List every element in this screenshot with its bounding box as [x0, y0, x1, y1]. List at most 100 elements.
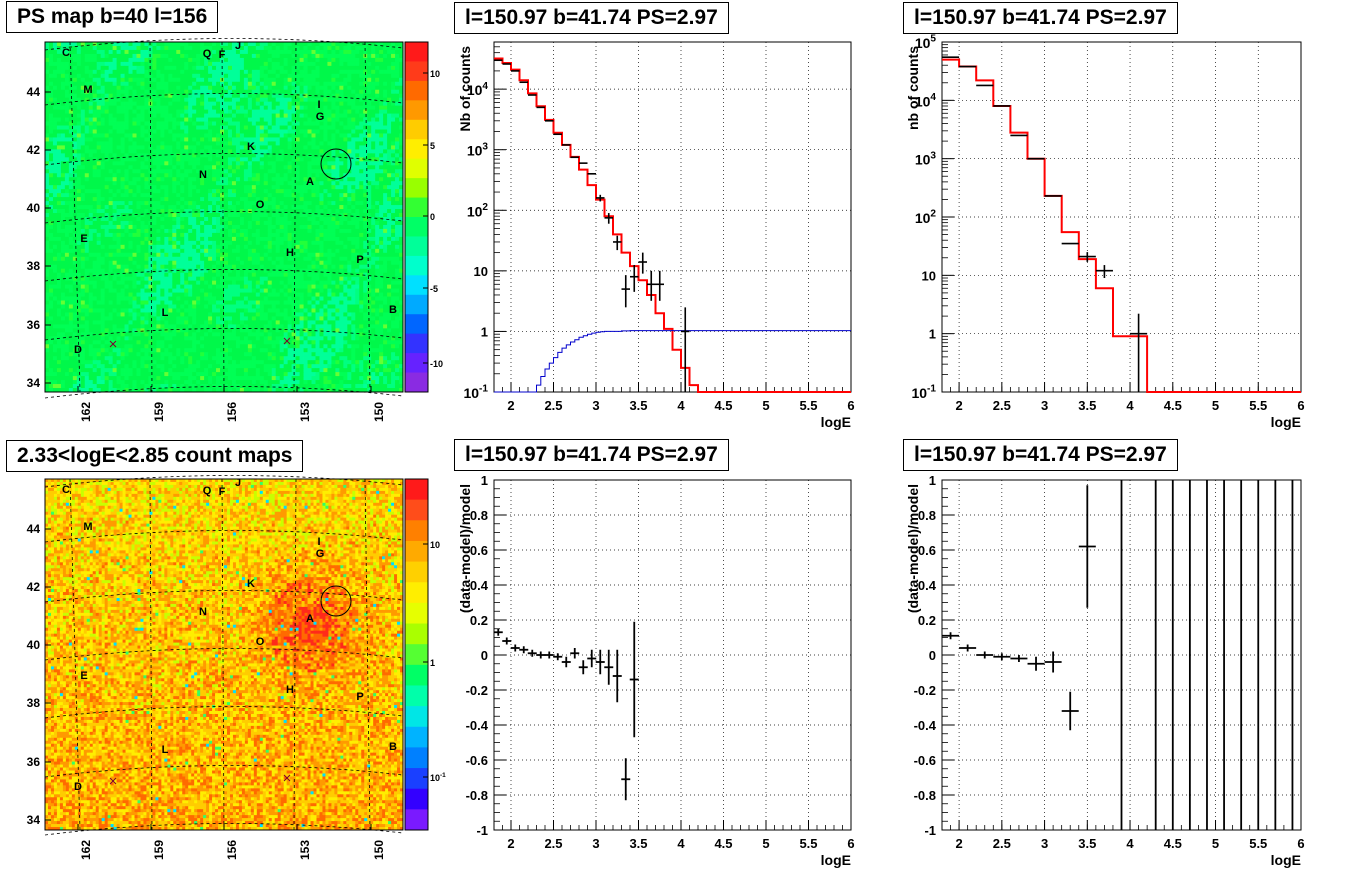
- map-y-tick-label: 44: [27, 522, 41, 536]
- data-point: [630, 264, 639, 292]
- x-tick-label: 4: [677, 836, 685, 851]
- x-tick-label: 2: [507, 836, 514, 851]
- source-label-f: F: [219, 486, 226, 498]
- count-map-lon-line: [364, 478, 371, 831]
- residual-point: [553, 653, 563, 661]
- colorbar-swatch: [405, 158, 428, 179]
- colorbar-swatch: [405, 664, 428, 686]
- x-tick-label: 5.5: [1249, 398, 1267, 413]
- chart-1: 2 2.5 3 3.5 4 4.5 5 5.5 610510410310210110-1logE…: [905, 34, 1305, 430]
- ps-map-lon-line: [364, 41, 371, 393]
- source-label-a: A: [306, 613, 314, 625]
- y-tick-label: 103: [915, 150, 937, 167]
- x-tick-label: 4: [677, 398, 685, 413]
- source-label-m: M: [83, 521, 92, 533]
- x-tick-label: 2.5: [544, 836, 562, 851]
- x-tick-label: 4.5: [714, 398, 732, 413]
- y-tick-label: 104: [915, 92, 937, 109]
- residual-point: [561, 656, 571, 668]
- colorbar-swatch: [405, 333, 428, 354]
- y-tick-label: 102: [467, 202, 489, 219]
- ps-map-colorbar: 10 5 0 -5 -10: [404, 41, 443, 393]
- colorbar-swatch: [405, 644, 428, 666]
- y-axis-label: Nb of counts: [457, 46, 473, 132]
- y-tick-label: 10: [474, 264, 488, 279]
- map-x-tick-label: 150: [372, 402, 386, 422]
- data-point: [638, 252, 647, 274]
- colorbar-swatch: [405, 499, 428, 521]
- residual-point: [493, 628, 503, 636]
- colorbar-swatch: [405, 479, 428, 501]
- chart-3: 2 2.5 3 3.5 4 4.5 5 5.5 6 1 0.8 0.6 0.4 0.2 0 -0.2 -0.4 -…: [905, 473, 1305, 868]
- spectrum-title: l=150.97 b=41.74 PS=2.97: [454, 2, 729, 34]
- residual-point: [536, 651, 546, 659]
- y-axis-label: nb of counts: [905, 46, 921, 130]
- x-tick-label: 6: [1297, 398, 1304, 413]
- residual-point: [510, 644, 520, 652]
- source-label-c: C: [62, 47, 70, 59]
- chart-2-frame: [493, 479, 852, 831]
- colorbar-swatch: [405, 726, 428, 748]
- residual-point: [587, 649, 597, 668]
- residual-point: [527, 649, 537, 657]
- data-point: [621, 275, 630, 308]
- chart-2: 2 2.5 3 3.5 4 4.5 5 5.5 6 1 0.8 0.6 0.4 0.2 0 -0.2 -0.4 -…: [457, 473, 855, 868]
- efficiency-curve: [494, 330, 851, 393]
- x-axis-label: logE: [821, 414, 851, 430]
- y-tick-label: 1: [481, 324, 488, 339]
- residual-point: [1061, 691, 1079, 731]
- spectrum-rebinned-title: l=150.97 b=41.74 PS=2.97: [903, 2, 1178, 34]
- x-tick-label: 4.5: [1164, 836, 1182, 851]
- count-map-lon-line: [293, 478, 297, 831]
- residual-point: [993, 653, 1011, 661]
- source-label-l: L: [162, 744, 169, 756]
- count-map-ps-circle: [320, 585, 352, 617]
- residual-point: [612, 649, 622, 703]
- map-x-tick-label: 159: [152, 402, 166, 422]
- source-label-a: A: [306, 176, 314, 188]
- colorbar-swatch: [405, 353, 428, 374]
- residual-point: [570, 648, 580, 659]
- colorbar-swatch: [405, 178, 428, 199]
- map-y-tick-label: 36: [27, 755, 41, 769]
- colorbar-tick-label: 1: [430, 658, 435, 668]
- x-tick-label: 6: [847, 836, 854, 851]
- source-label-k: K: [247, 141, 255, 153]
- x-tick-label: 4: [1126, 398, 1134, 413]
- y-tick-label: 105: [915, 34, 937, 51]
- y-tick-label: -0.4: [466, 718, 489, 733]
- map-y-tick-label: 40: [27, 201, 41, 215]
- data-point: [604, 213, 613, 224]
- data-point: [655, 270, 664, 301]
- source-label-p: P: [356, 691, 363, 703]
- y-tick-label: 0.6: [470, 543, 488, 558]
- y-tick-label: 10-1: [463, 384, 488, 401]
- x-axis-label: logE: [821, 852, 851, 868]
- colorbar-swatch: [405, 788, 428, 810]
- data-point: [1078, 252, 1096, 262]
- y-tick-label: 0.8: [470, 508, 488, 523]
- y-tick-label: 0.2: [470, 613, 488, 628]
- colorbar-tick-label: 10: [430, 540, 440, 550]
- map-x-tick-label: 162: [79, 840, 93, 860]
- source-label-h: H: [286, 684, 294, 696]
- map-x-tick-label: 150: [372, 840, 386, 860]
- colorbar-swatch: [405, 602, 428, 625]
- source-label-q: Q: [203, 485, 212, 497]
- colorbar-tick-label: 10-1: [430, 772, 446, 783]
- x-tick-label: 3: [1041, 836, 1048, 851]
- map-x-tick-label: 159: [152, 840, 166, 860]
- colorbar-swatch: [405, 255, 428, 276]
- y-tick-label: 0.2: [918, 613, 936, 628]
- y-tick-label: 102: [915, 209, 937, 226]
- colorbar-tick-label: -10: [430, 359, 443, 369]
- x-tick-label: 5.5: [799, 836, 817, 851]
- y-tick-label: 0.8: [918, 508, 936, 523]
- x-tick-label: 4.5: [714, 836, 732, 851]
- residual-rebinned-title: l=150.97 b=41.74 PS=2.97: [903, 439, 1178, 471]
- y-tick-label: 1: [929, 473, 936, 488]
- source-label-l: L: [162, 307, 169, 319]
- source-label-q: Q: [203, 48, 212, 60]
- x-tick-label: 5: [1212, 836, 1219, 851]
- count-map-title: 2.33<logE<2.85 count maps: [6, 440, 304, 472]
